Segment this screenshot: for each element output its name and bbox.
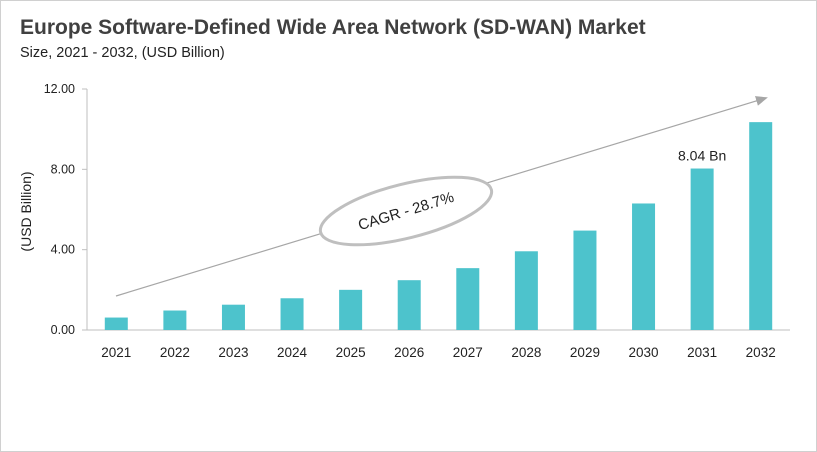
y-tick-label: 8.00 [51, 162, 75, 176]
bar-2032 [749, 122, 773, 330]
y-tick-label: 12.00 [44, 82, 75, 96]
x-tick-label: 2023 [218, 345, 248, 360]
bar-2025 [339, 289, 363, 330]
x-tick-label: 2024 [277, 345, 308, 360]
x-tick-label: 2029 [570, 345, 600, 360]
chart-title: Europe Software-Defined Wide Area Networ… [20, 16, 646, 39]
bar-2031 [690, 168, 714, 330]
bar-2024 [280, 298, 304, 330]
x-tick-label: 2022 [160, 345, 190, 360]
bar-2023 [221, 304, 245, 330]
x-tick-label: 2021 [101, 345, 131, 360]
y-axis-title: (USD Billion) [18, 171, 34, 251]
x-tick-label: 2030 [629, 345, 659, 360]
x-tick-label: 2028 [511, 345, 541, 360]
bar-2026 [397, 280, 421, 330]
data-label-2031: 8.04 Bn [678, 148, 726, 164]
bar-2027 [456, 268, 480, 330]
x-tick-label: 2032 [746, 345, 776, 360]
bar-2028 [514, 251, 538, 330]
x-tick-label: 2027 [453, 345, 483, 360]
x-tick-label: 2026 [394, 345, 424, 360]
x-tick-label: 2031 [687, 345, 717, 360]
y-tick-label: 4.00 [51, 243, 75, 257]
bar-2029 [573, 230, 597, 330]
cagr-ellipse [318, 175, 494, 247]
bar-2030 [632, 203, 656, 330]
bar-2021 [104, 317, 128, 330]
chart-subtitle: Size, 2021 - 2032, (USD Billion) [20, 45, 225, 61]
bar-2022 [163, 310, 187, 330]
x-tick-label: 2025 [336, 345, 366, 360]
y-tick-label: 0.00 [51, 323, 75, 337]
